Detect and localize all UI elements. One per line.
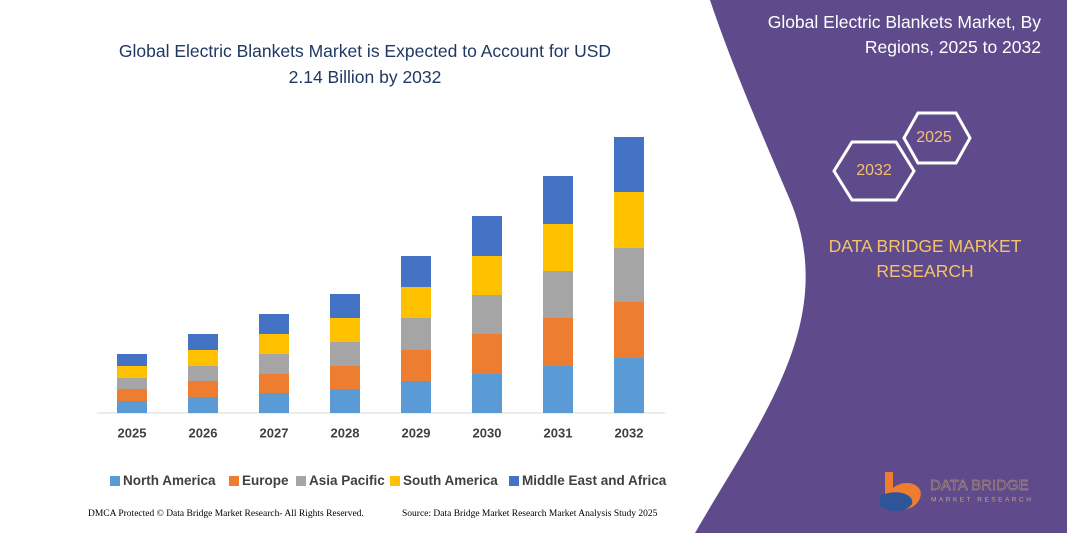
- bar-segment: [614, 137, 644, 192]
- bar-segment: [401, 287, 431, 318]
- hexagon-label: 2025: [916, 129, 952, 146]
- bar-segment: [330, 389, 360, 413]
- bar-segment: [543, 318, 573, 366]
- bar-segment: [117, 378, 147, 389]
- x-tick-label: 2028: [331, 425, 360, 440]
- bar-segment: [543, 176, 573, 224]
- x-tick-label: 2027: [260, 425, 289, 440]
- hexagon: [832, 140, 916, 202]
- legend-label: Middle East and Africa: [522, 473, 667, 488]
- legend-label: Asia Pacific: [309, 473, 385, 488]
- hexagon: [902, 111, 972, 165]
- bar-segment: [330, 342, 360, 366]
- bar-segment: [259, 393, 289, 413]
- bar-segment: [401, 381, 431, 413]
- hexagon-label: 2032: [856, 162, 892, 179]
- bar-segment: [330, 318, 360, 342]
- bar-segment: [188, 334, 218, 350]
- bar-segment: [472, 374, 502, 413]
- bar-segment: [188, 397, 218, 413]
- bar-segment: [472, 295, 502, 334]
- x-tick-label: 2026: [189, 425, 218, 440]
- brand: DATA BRIDGE MARKET RESEARCH: [828, 236, 1022, 281]
- legend-swatch: [390, 476, 400, 486]
- x-tick-label: 2030: [473, 425, 502, 440]
- legend-label: Europe: [242, 473, 289, 488]
- legend-label: South America: [403, 473, 498, 488]
- logo-mark: [880, 492, 913, 511]
- bar-segment: [614, 302, 644, 358]
- bar-segment: [472, 256, 502, 295]
- bar-segment: [543, 366, 573, 413]
- bar-segment: [614, 358, 644, 413]
- footer-right: Source: Data Bridge Market Research Mark…: [402, 509, 658, 519]
- bar-segment: [188, 350, 218, 366]
- bar-segment: [259, 374, 289, 393]
- bar-segment: [472, 334, 502, 374]
- bar-segment: [117, 389, 147, 401]
- bar-segment: [259, 354, 289, 374]
- x-tick-label: 2032: [615, 425, 644, 440]
- bar-segment: [188, 366, 218, 381]
- x-tick-label: 2031: [544, 425, 573, 440]
- bar-segment: [543, 271, 573, 318]
- bar-segment: [259, 314, 289, 334]
- chart-title: Global Electric Blankets Market is Expec…: [118, 41, 612, 87]
- bar-segment: [188, 381, 218, 397]
- bar-segment: [543, 224, 573, 271]
- bar-segment: [401, 256, 431, 287]
- legend-swatch: [509, 476, 519, 486]
- bar-segment: [117, 366, 147, 378]
- legend-swatch: [110, 476, 120, 486]
- logo-subtext: MARKET RESEARCH: [931, 497, 1033, 504]
- bar-segment: [117, 354, 147, 366]
- bar-segment: [330, 294, 360, 318]
- bar-segment: [614, 192, 644, 248]
- legend-swatch: [229, 476, 239, 486]
- footer-left: DMCA Protected © Data Bridge Market Rese…: [88, 509, 364, 519]
- bar-segment: [330, 366, 360, 389]
- side-panel: [695, 0, 1067, 533]
- x-tick-label: 2029: [402, 425, 431, 440]
- legend-label: North America: [123, 473, 216, 488]
- bar-segment: [401, 350, 431, 381]
- panel-title: Global Electric Blankets Market, By Regi…: [767, 12, 1041, 57]
- bar-segment: [614, 248, 644, 302]
- x-tick-label: 2025: [118, 425, 147, 440]
- bar-segment: [117, 401, 147, 413]
- legend-swatch: [296, 476, 306, 486]
- bar-segment: [472, 216, 502, 256]
- logo-text: DATA BRIDGE: [930, 477, 1029, 494]
- bar-segment: [259, 334, 289, 354]
- bar-segment: [401, 318, 431, 350]
- logo: DATA BRIDGE MARKET RESEARCH: [880, 472, 1033, 511]
